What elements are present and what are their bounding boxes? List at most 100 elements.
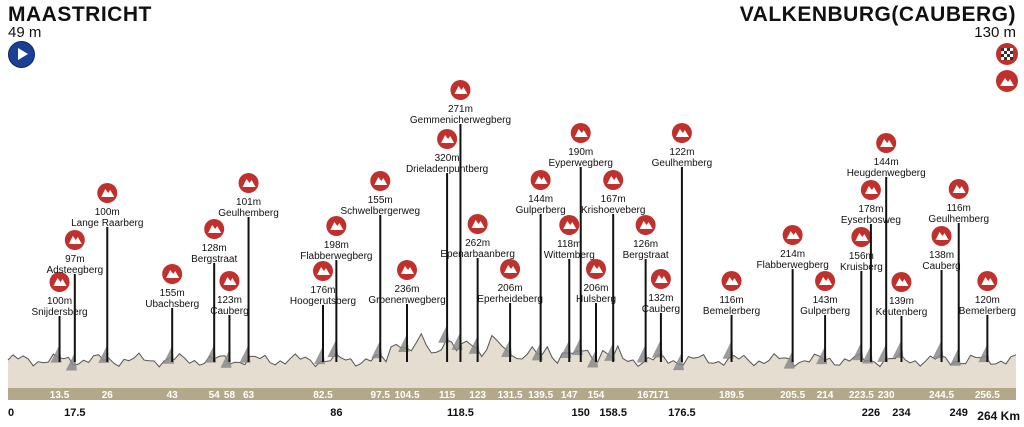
km-band-label: 82.5	[313, 390, 333, 401]
mountain-icon	[166, 270, 180, 278]
climb-name: Eyserbosweg	[841, 215, 901, 226]
climb-name: Ubachsberg	[145, 299, 199, 310]
mountain-icon	[68, 236, 82, 244]
start-altitude: 49 m	[8, 24, 42, 41]
terrain-base	[8, 372, 1016, 388]
km-band-label: 230	[878, 390, 895, 401]
mountain-icon	[454, 86, 468, 94]
km-labels-below: 0 17.5 86 118.5 150 158.5 176.5 226 234 249 264 Km	[8, 407, 1020, 423]
climb-name: Gemmenicherwegberg	[410, 115, 511, 126]
climb-altitude: 101m	[236, 197, 261, 208]
mountain-icon	[895, 278, 909, 286]
climb-altitude: 155m	[160, 288, 185, 299]
climb-name: Bemelerberg	[703, 306, 760, 317]
km-band-rect	[8, 388, 1016, 400]
km-band-label: 131.5	[498, 390, 523, 401]
km-band-label: 214	[817, 390, 834, 401]
climb-altitude: 128m	[202, 243, 227, 254]
climb-name: Lange Raarberg	[71, 218, 143, 229]
km-band: 13.5 26 43 54 58 63 82.5 97.5 104.5 115 123 131.5 13…	[8, 372, 1016, 401]
climb-altitude: 198m	[324, 240, 349, 251]
climb-name: Krishoeveberg	[581, 205, 645, 216]
climb-altitude: 120m	[975, 295, 1000, 306]
climb-name: Geulhemberg	[218, 208, 279, 219]
km-band-label: 147	[561, 390, 578, 401]
km-band-label: 256.5	[975, 390, 1000, 401]
climb-icon	[996, 70, 1018, 92]
km-band-label: 223.5	[849, 390, 874, 401]
mountain-icon	[574, 129, 588, 137]
km-band-label: 154	[588, 390, 605, 401]
climb-name: Hulsberg	[576, 294, 616, 305]
mountain-icon	[330, 222, 344, 230]
km-band-label: 43	[167, 390, 179, 401]
climb-altitude: 156m	[849, 251, 874, 262]
km-below-label: 150	[572, 407, 590, 419]
km-below-label: 249	[950, 407, 968, 419]
km-below-label: 176.5	[668, 407, 696, 419]
km-band-label: 54	[209, 390, 221, 401]
climb-name: Drieladenpuntberg	[406, 164, 488, 175]
climb-altitude: 155m	[368, 195, 393, 206]
climb-altitude: 118m	[557, 239, 581, 250]
mountain-icon	[819, 277, 833, 285]
climb-altitude: 100m	[47, 296, 72, 307]
mountain-icon	[639, 221, 653, 229]
mountain-icon	[725, 277, 739, 285]
climb-altitude: 214m	[780, 249, 805, 260]
climb-altitude: 116m	[719, 295, 743, 306]
climb-altitude: 97m	[65, 254, 84, 265]
mountain-icon	[952, 185, 966, 193]
mountain-icon	[855, 233, 869, 241]
mountain-icon	[654, 275, 668, 283]
climb-altitude: 167m	[601, 194, 626, 205]
climb-name: Eyperwegberg	[548, 158, 612, 169]
climb-altitude: 178m	[858, 204, 883, 215]
climb-name: Cauberg	[922, 261, 960, 272]
climb-name: Cauberg	[642, 304, 680, 315]
km-band-label: 13.5	[50, 390, 70, 401]
climb-altitude: 126m	[633, 239, 658, 250]
mountain-icon	[590, 265, 603, 273]
mountain-icon	[607, 176, 621, 184]
mountain-icon	[935, 232, 949, 240]
climb-altitude: 271m	[448, 104, 473, 115]
mountain-icon	[242, 179, 256, 187]
climb-altitude: 206m	[583, 283, 608, 294]
mountain-icon	[401, 266, 414, 274]
climb-altitude: 206m	[498, 283, 523, 294]
climb-name: Kruisberg	[840, 262, 883, 273]
mountain-icon	[101, 189, 115, 197]
mountain-icon	[786, 231, 800, 239]
km-below-label: 0	[8, 407, 14, 419]
climb-altitude: 262m	[465, 238, 490, 249]
climb-name: Bergstraat	[191, 254, 237, 265]
km-band-label: 63	[243, 390, 255, 401]
checkered-flag-icon	[996, 43, 1018, 65]
km-band-label: 115	[439, 390, 456, 401]
mountain-icon	[880, 139, 894, 147]
km-band-label: 205.5	[780, 390, 805, 401]
km-band-label: 167	[637, 390, 654, 401]
finish-town: VALKENBURG(CAUBERG)	[739, 3, 1016, 26]
km-band-label: 97.5	[371, 390, 391, 401]
